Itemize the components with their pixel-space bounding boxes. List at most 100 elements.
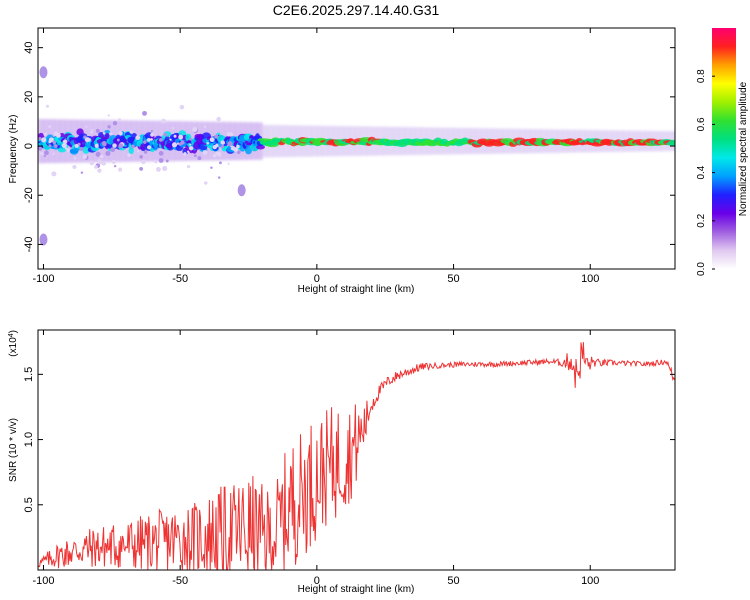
heatmap-cell [216,116,221,122]
heatmap-cell [109,132,113,136]
heatmap-cell [113,164,117,168]
heatmap-feature [39,66,48,79]
heatmap-cell [102,132,106,135]
heatmap-cell [135,135,141,141]
y-tick-label: 1.5 [23,367,35,382]
heatmap-cell [192,127,198,133]
snr-scale-prefix: (x10 [8,337,19,357]
heatmap-cell [116,138,120,142]
heatmap-cell [72,164,77,170]
heatmap-cell [38,146,43,151]
x-tick-label: -100 [32,273,54,285]
heatmap-cell [85,125,88,128]
heatmap-cell [112,120,118,126]
heatmap-cell [131,144,135,149]
heatmap-cell [61,143,67,149]
heatmap-cell [214,134,219,139]
heatmap-cell [212,144,217,150]
heatmap-cell [189,143,192,146]
heatmap-cell [82,154,87,159]
heatmap-cell [89,160,95,166]
heatmap-cell [233,147,239,153]
heatmap-cell [256,144,265,150]
y-tick-label: 0 [23,143,35,149]
snr-series-line [38,342,675,570]
y-tick-label: 0.5 [23,497,35,512]
spectrogram-ylabel: Frequency (Hz) [8,115,19,184]
heatmap-cell [107,114,110,117]
heatmap-cell [66,148,70,153]
heatmap-cell [97,158,101,162]
heatmap-cell [197,156,202,161]
y-tick-label: 1.0 [23,432,35,447]
colorbar-tick-label: 0.6 [696,117,707,131]
heatmap-cell [171,142,178,148]
heatmap-cell [183,152,187,156]
heatmap-cell [143,150,148,154]
heatmap-cell [91,129,94,132]
heatmap-cell [178,142,183,146]
colorbar-tick-label: 0.8 [696,69,707,83]
heatmap-cell [101,160,107,166]
heatmap-cell [74,143,79,148]
heatmap-cell [179,104,185,110]
heatmap-cell [158,151,164,156]
snr-scale-label: (x104) [8,330,20,357]
heatmap-cell [38,136,42,141]
heatmap-cell [52,140,56,144]
heatmap-cell [95,151,101,157]
heatmap-cell [45,104,50,108]
heatmap-cell [155,166,161,172]
y-tick-label: 40 [23,42,35,54]
heatmap-cell [107,125,111,129]
heatmap-cell [52,152,55,155]
chart-title: C2E6.2025.297.14.40.G31 [273,2,440,18]
heatmap-cell [64,147,68,150]
x-tick-label: 50 [447,273,459,285]
heatmap-cell [236,144,240,149]
heatmap-cell [110,147,116,153]
heatmap-cell [139,166,143,171]
heatmap-cell [80,171,84,174]
heatmap-cell [189,137,193,141]
heatmap-cell [220,140,225,145]
heatmap-cell [163,132,168,137]
colorbar-ticks: 0.0 0.2 0.4 0.6 0.8 [696,69,715,276]
heatmap-cell [73,156,77,160]
heatmap-cell [158,158,164,163]
heatmap-cell [186,165,191,169]
heatmap-feature [237,184,246,197]
heatmap-cell [53,144,58,148]
heatmap-cell [112,143,117,148]
heatmap-cell [172,127,175,130]
heatmap-cell [147,145,152,150]
heatmap-cell [227,141,233,147]
x-tick-label: 0 [314,575,320,587]
spectrogram-ticks: -100 -50 0 50 100 -40 -20 0 20 40 [23,28,675,285]
heatmap-cell [154,160,158,164]
heatmap-cell [228,132,234,137]
heatmap-cell [219,161,222,165]
x-tick-label: 50 [447,575,459,587]
heatmap-cell [94,165,98,169]
colorbar-tick-label: 0.4 [696,165,707,179]
heatmap-cell [668,139,675,146]
heatmap-cell [178,134,184,140]
heatmap-cell [99,154,104,159]
heatmap-cell [162,165,168,172]
heatmap-cell [193,154,197,158]
heatmap-cell [41,137,47,143]
snr-scale-exponent: 4 [8,333,15,337]
heatmap-cell [204,181,208,185]
spectrogram-panel: -100 -50 0 50 100 -40 -20 0 20 40 Height of strai… [8,27,676,295]
heatmap-cell [215,151,219,155]
heatmap-cell [186,150,190,153]
heatmap-cell [39,151,44,156]
colorbar-tick-label: 0.0 [696,262,707,276]
x-tick-label: -100 [32,575,54,587]
heatmap-cell [137,150,140,153]
x-tick-label: 0 [314,273,320,285]
y-tick-label: -40 [23,236,35,252]
colorbar: 0.0 0.2 0.4 0.6 0.8 Normalized spectral ampl… [696,28,749,276]
